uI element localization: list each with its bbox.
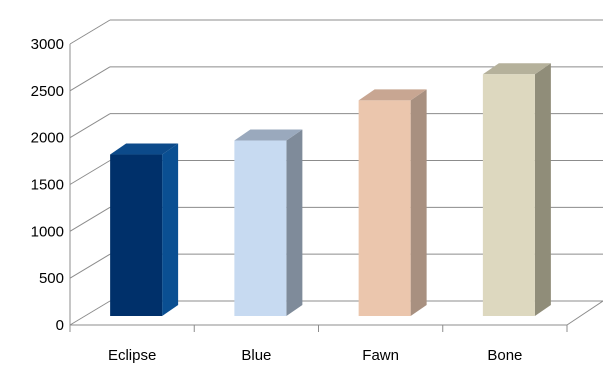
x-category-label: Bone (487, 347, 522, 364)
bar-front (482, 74, 535, 317)
y-tick-label: 1500 (31, 177, 64, 194)
bar-bone (482, 63, 551, 317)
bar-front (110, 154, 163, 316)
floor-right-edge (566, 300, 603, 326)
y-tick-label: 2500 (31, 83, 64, 100)
gridline-side-3000 (69, 19, 111, 45)
bar-front (234, 140, 287, 316)
y-tick-label: 1000 (31, 223, 64, 240)
y-tick-label: 3000 (31, 36, 64, 53)
labels: 0 500 1000 1500 2000 2500 3000 Eclipse Blue Fawn B… (31, 36, 523, 364)
gridline-side-0 (69, 300, 111, 326)
x-category-label: Eclipse (108, 347, 156, 364)
y-tick-label: 2000 (31, 130, 64, 147)
gridline-side-1500 (69, 160, 111, 185)
bar-blue (234, 129, 303, 316)
bar-top (482, 63, 551, 75)
axes (69, 44, 603, 332)
bar-fawn (358, 89, 427, 317)
bars (110, 63, 551, 317)
bar-top (110, 143, 179, 155)
bar-top (358, 89, 427, 101)
gridline-side-1000 (69, 206, 111, 232)
gridline-side-2000 (69, 113, 111, 139)
bar-top (234, 129, 303, 141)
bar-side (162, 143, 179, 316)
bar-side (286, 129, 303, 316)
gridline-side-2500 (69, 66, 111, 92)
y-tick-label: 500 (39, 270, 64, 287)
x-category-label: Fawn (362, 347, 399, 364)
x-category-label: Blue (241, 347, 271, 364)
bar-side (534, 63, 551, 317)
bar-eclipse (110, 143, 179, 316)
bar-front (358, 100, 411, 317)
gridline-side-500 (69, 253, 111, 279)
y-tick-label: 0 (56, 317, 64, 334)
bar-side (410, 89, 427, 317)
